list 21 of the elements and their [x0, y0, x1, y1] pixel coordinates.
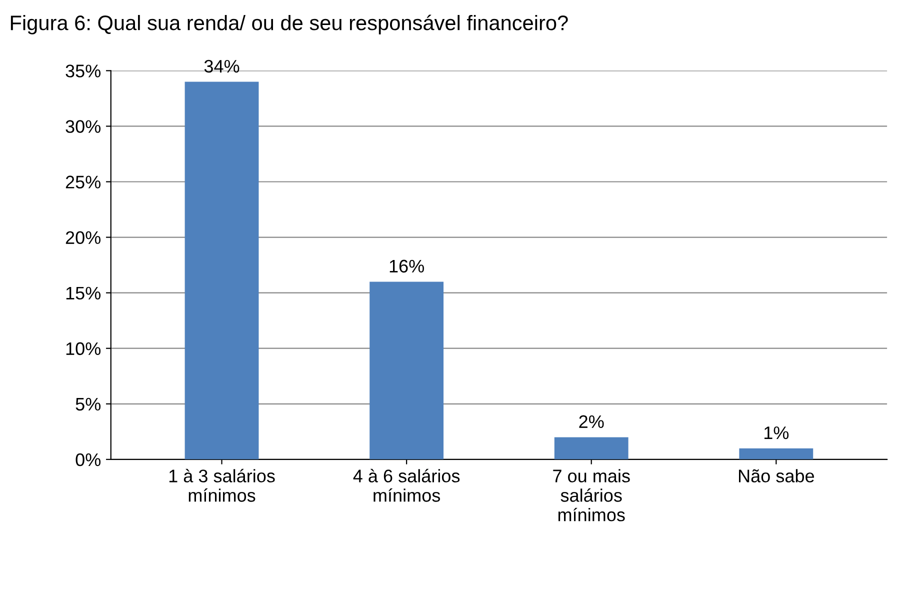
x-tick-label: Não sabe: [739, 469, 814, 482]
y-tick-label: 20%: [66, 231, 101, 244]
y-tick-label: 35%: [66, 64, 101, 78]
y-tick-label: 25%: [66, 176, 101, 188]
data-label: 16%: [390, 260, 424, 273]
y-tick-label: 15%: [66, 286, 101, 300]
x-tick-label: 4 à 6 salários mínimos: [353, 468, 460, 502]
y-tick-label: 5%: [76, 398, 101, 411]
chart-title: Figura 6: Qual sua renda/ ou de seu responsável financeiro?: [10, 14, 568, 34]
data-label: 1%: [764, 426, 789, 440]
bar: [554, 437, 628, 460]
data-label: 34%: [204, 60, 240, 73]
y-tick-label: 30%: [66, 120, 101, 133]
x-tick-label: 7 ou mais salários mínimos: [553, 469, 630, 522]
y-tick-label: 0%: [76, 453, 101, 466]
bar: [184, 82, 259, 460]
data-label: 2%: [579, 415, 604, 428]
bar: [370, 282, 444, 460]
y-tick-label: 10%: [66, 342, 101, 356]
bar: [739, 448, 814, 460]
x-tick-label: 1 à 3 salários mínimos: [169, 468, 275, 502]
